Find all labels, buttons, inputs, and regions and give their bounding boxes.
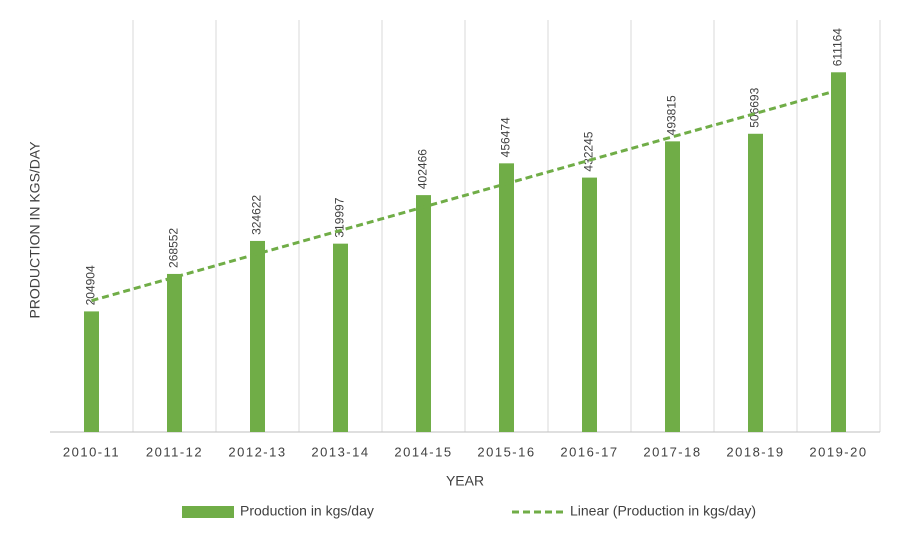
- x-tick-label: 2012-13: [228, 444, 286, 459]
- bar: [748, 133, 763, 433]
- x-tick-label: 2013-14: [311, 444, 369, 459]
- x-tick-label: 2011-12: [146, 444, 203, 459]
- x-axis-title: YEAR: [446, 473, 484, 489]
- value-label: 493815: [665, 95, 679, 135]
- value-label: 402466: [416, 149, 430, 189]
- x-tick-label: 2014-15: [394, 444, 452, 459]
- value-label: 324622: [250, 195, 264, 235]
- x-tick-label: 2017-18: [643, 444, 701, 459]
- x-tick-label: 2010-11: [63, 444, 120, 459]
- bar: [831, 72, 846, 433]
- trend-line: [91, 88, 839, 303]
- bar: [582, 177, 597, 432]
- y-axis-title: PRODUCTION IN KGS/DAY: [27, 141, 43, 319]
- x-tick-label: 2015-16: [477, 444, 535, 459]
- x-tick-label: 2018-19: [726, 444, 784, 459]
- value-label: 268552: [167, 228, 181, 268]
- legend-label: Production in kgs/day: [240, 503, 374, 519]
- value-label: 432245: [582, 131, 596, 171]
- value-label: 204904: [84, 265, 98, 305]
- bar: [84, 311, 99, 432]
- x-tick-label: 2016-17: [560, 444, 618, 459]
- x-tick-label: 2019-20: [809, 444, 867, 459]
- value-label: 611164: [831, 28, 845, 67]
- value-label: 319997: [333, 197, 347, 237]
- legend-swatch: [182, 506, 234, 518]
- bar: [499, 163, 514, 432]
- bar: [665, 141, 680, 432]
- value-label: 456474: [499, 117, 513, 157]
- bar: [333, 243, 348, 432]
- bar: [250, 240, 265, 432]
- bar: [167, 273, 182, 432]
- bar: [416, 195, 431, 432]
- legend-label: Linear (Production in kgs/day): [570, 503, 756, 519]
- value-label: 506693: [748, 87, 762, 127]
